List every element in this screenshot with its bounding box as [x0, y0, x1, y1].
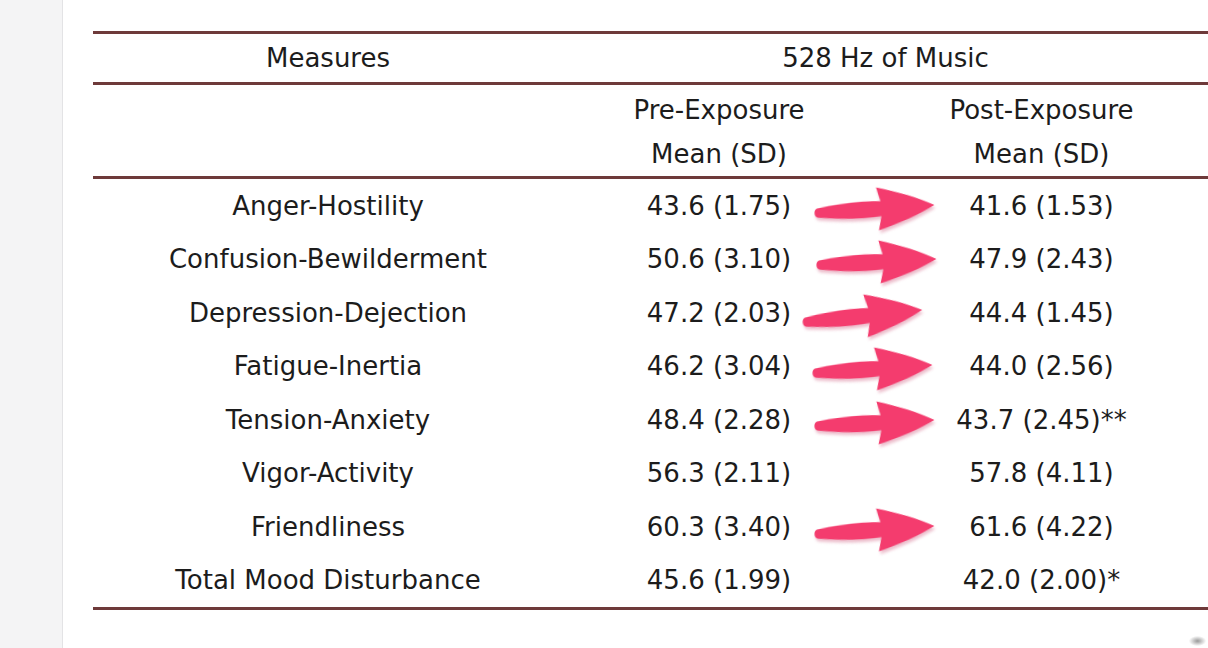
- measure-label: Depression-Dejection: [93, 298, 563, 328]
- table-row: Vigor-Activity 56.3 (2.11) 57.8 (4.11): [93, 447, 1208, 501]
- pre-value: 46.2 (3.04): [563, 351, 875, 381]
- measure-label: Tension-Anxiety: [93, 405, 563, 435]
- screen-edge-artifact: [1189, 636, 1206, 646]
- table-row: Friendliness 60.3 (3.40) 61.6 (4.22): [93, 500, 1208, 554]
- table-row: Fatigue-Inertia 46.2 (3.04) 44.0 (2.56): [93, 340, 1208, 394]
- results-table: Measures 528 Hz of Music Pre-Exposure Me…: [93, 31, 1208, 610]
- post-value: 44.0 (2.56): [875, 351, 1208, 381]
- measure-label: Friendliness: [93, 512, 563, 542]
- table-body: Anger-Hostility 43.6 (1.75) 41.6 (1.53) …: [93, 179, 1208, 607]
- pre-value: 45.6 (1.99): [563, 565, 875, 595]
- post-exposure-label: Post-Exposure: [875, 88, 1208, 132]
- measure-label: Confusion-Bewilderment: [93, 244, 563, 274]
- subheader-empty: [93, 85, 563, 176]
- subheader-pre-exposure: Pre-Exposure Mean (SD): [563, 85, 875, 176]
- pre-value: 50.6 (3.10): [563, 244, 875, 274]
- table-row: Anger-Hostility 43.6 (1.75) 41.6 (1.53): [93, 179, 1208, 233]
- pre-value: 43.6 (1.75): [563, 191, 875, 221]
- post-value: 57.8 (4.11): [875, 458, 1208, 488]
- table-row: Confusion-Bewilderment 50.6 (3.10) 47.9 …: [93, 233, 1208, 287]
- table-row: Total Mood Disturbance 45.6 (1.99) 42.0 …: [93, 554, 1208, 608]
- post-value: 41.6 (1.53): [875, 191, 1208, 221]
- measure-label: Fatigue-Inertia: [93, 351, 563, 381]
- header-measures: Measures: [93, 43, 563, 73]
- table-row: Depression-Dejection 47.2 (2.03) 44.4 (1…: [93, 286, 1208, 340]
- post-value: 42.0 (2.00)*: [875, 565, 1208, 595]
- header-group-528hz: 528 Hz of Music: [563, 43, 1208, 73]
- pre-value: 47.2 (2.03): [563, 298, 875, 328]
- measure-label: Total Mood Disturbance: [93, 565, 563, 595]
- pre-mean-sd-label: Mean (SD): [563, 132, 875, 176]
- table-header-row: Measures 528 Hz of Music: [93, 34, 1208, 82]
- pre-exposure-label: Pre-Exposure: [563, 88, 875, 132]
- measure-label: Vigor-Activity: [93, 458, 563, 488]
- page: { "page": { "background": "#ffffff", "le…: [0, 0, 1208, 648]
- document-margin-strip: [0, 0, 63, 648]
- table-rule-bottom: [93, 607, 1208, 610]
- pre-value: 48.4 (2.28): [563, 405, 875, 435]
- post-value: 61.6 (4.22): [875, 512, 1208, 542]
- table-subheader-row: Pre-Exposure Mean (SD) Post-Exposure Mea…: [93, 85, 1208, 176]
- post-value: 47.9 (2.43): [875, 244, 1208, 274]
- measure-label: Anger-Hostility: [93, 191, 563, 221]
- pre-value: 60.3 (3.40): [563, 512, 875, 542]
- post-value: 43.7 (2.45)**: [875, 405, 1208, 435]
- subheader-post-exposure: Post-Exposure Mean (SD): [875, 85, 1208, 176]
- post-mean-sd-label: Mean (SD): [875, 132, 1208, 176]
- post-value: 44.4 (1.45): [875, 298, 1208, 328]
- table-row: Tension-Anxiety 48.4 (2.28) 43.7 (2.45)*…: [93, 393, 1208, 447]
- pre-value: 56.3 (2.11): [563, 458, 875, 488]
